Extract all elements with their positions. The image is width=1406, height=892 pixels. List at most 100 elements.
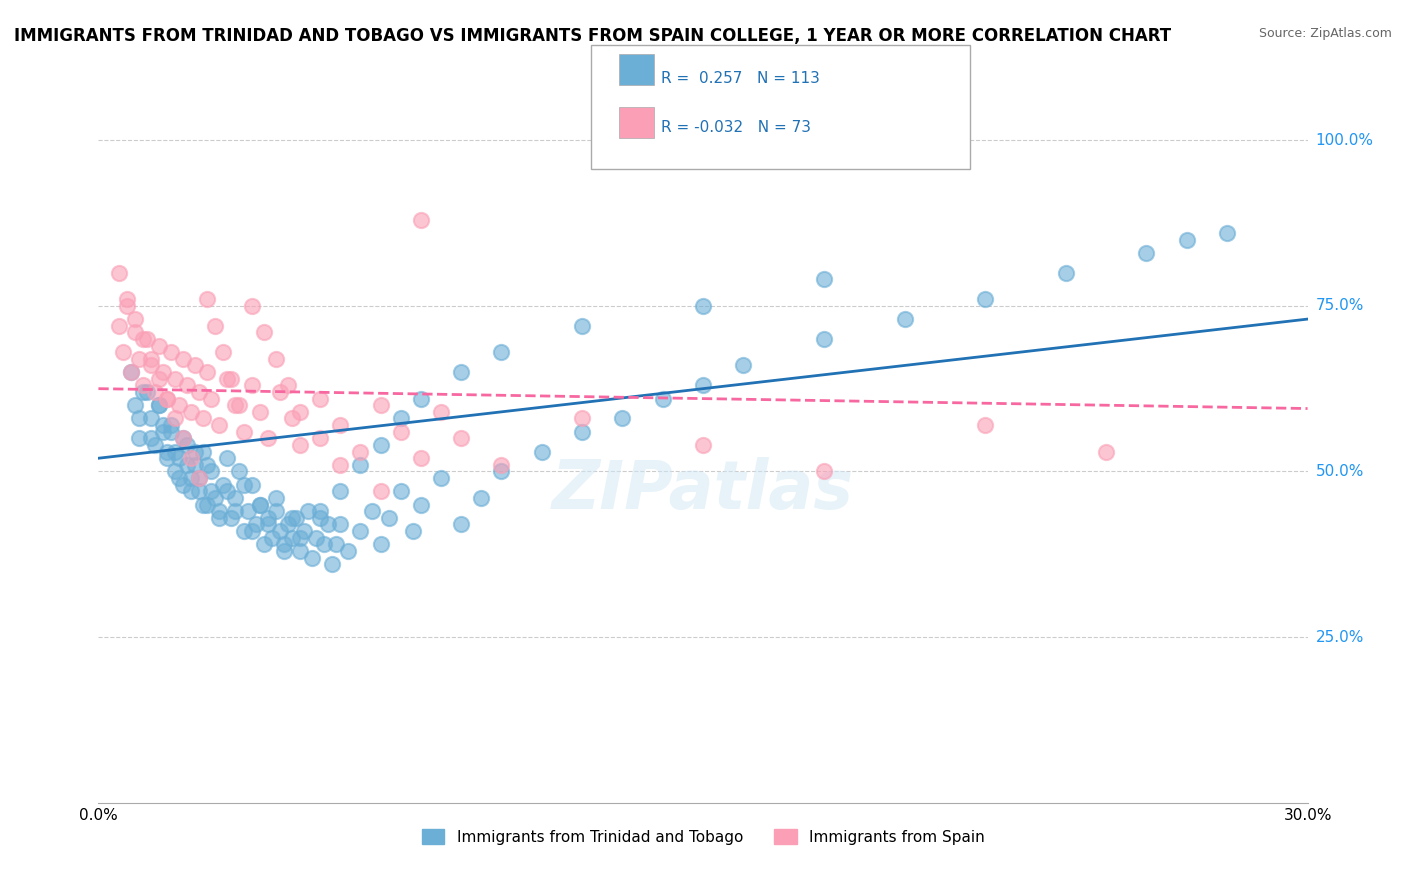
Point xyxy=(172,477,194,491)
Point xyxy=(232,524,254,538)
Point xyxy=(195,365,218,379)
Point xyxy=(409,392,432,406)
Point xyxy=(139,359,162,373)
Point xyxy=(148,398,170,412)
Point xyxy=(305,531,328,545)
Text: 100.0%: 100.0% xyxy=(1316,133,1374,148)
Point xyxy=(128,411,150,425)
Point xyxy=(160,425,183,439)
Text: 25.0%: 25.0% xyxy=(1316,630,1364,645)
Point xyxy=(269,524,291,538)
Point xyxy=(314,537,336,551)
Point xyxy=(240,299,263,313)
Point xyxy=(409,212,432,227)
Point xyxy=(571,411,593,425)
Point xyxy=(139,431,162,445)
Point xyxy=(389,484,412,499)
Point xyxy=(156,392,179,406)
Point xyxy=(228,398,250,412)
Point xyxy=(143,384,166,399)
Point xyxy=(264,351,287,366)
Point xyxy=(288,405,311,419)
Point xyxy=(349,524,371,538)
Point xyxy=(893,312,915,326)
Point xyxy=(143,438,166,452)
Point xyxy=(309,511,332,525)
Point xyxy=(132,384,155,399)
Point xyxy=(329,517,352,532)
Point xyxy=(163,444,186,458)
Point xyxy=(249,405,271,419)
Point xyxy=(450,517,472,532)
Text: IMMIGRANTS FROM TRINIDAD AND TOBAGO VS IMMIGRANTS FROM SPAIN COLLEGE, 1 YEAR OR : IMMIGRANTS FROM TRINIDAD AND TOBAGO VS I… xyxy=(14,27,1171,45)
Point xyxy=(115,292,138,306)
Point xyxy=(370,398,392,412)
Point xyxy=(124,326,146,340)
Point xyxy=(389,411,412,425)
Point xyxy=(200,392,222,406)
Point xyxy=(124,398,146,412)
Point xyxy=(491,465,513,479)
Point xyxy=(212,345,235,359)
Point xyxy=(132,378,155,392)
Point xyxy=(232,425,254,439)
Point xyxy=(163,465,186,479)
Point xyxy=(240,524,263,538)
Point xyxy=(450,431,472,445)
Point xyxy=(107,266,129,280)
Point xyxy=(107,318,129,333)
Point xyxy=(167,451,190,466)
Text: R = -0.032   N = 73: R = -0.032 N = 73 xyxy=(661,120,811,136)
Point xyxy=(180,405,202,419)
Point xyxy=(128,351,150,366)
Point xyxy=(245,517,267,532)
Point xyxy=(430,471,453,485)
Point xyxy=(152,418,174,433)
Point xyxy=(188,471,211,485)
Point xyxy=(309,431,332,445)
Point xyxy=(120,365,142,379)
Text: 75.0%: 75.0% xyxy=(1316,298,1364,313)
Point xyxy=(236,504,259,518)
Point xyxy=(124,312,146,326)
Point xyxy=(135,384,157,399)
Point xyxy=(200,484,222,499)
Point xyxy=(240,378,263,392)
Point xyxy=(692,438,714,452)
Point xyxy=(195,458,218,472)
Point xyxy=(361,504,384,518)
Point xyxy=(256,517,278,532)
Point xyxy=(193,498,215,512)
Point xyxy=(733,359,755,373)
Point xyxy=(160,345,183,359)
Point xyxy=(224,504,246,518)
Point xyxy=(176,378,198,392)
Point xyxy=(409,451,432,466)
Point xyxy=(172,431,194,445)
Point xyxy=(1095,444,1118,458)
Point xyxy=(321,558,343,572)
Point xyxy=(148,398,170,412)
Point xyxy=(273,544,295,558)
Point xyxy=(232,477,254,491)
Point xyxy=(253,537,276,551)
Point xyxy=(292,524,315,538)
Point xyxy=(115,299,138,313)
Point xyxy=(188,484,211,499)
Point xyxy=(329,484,352,499)
Point xyxy=(284,511,307,525)
Point xyxy=(260,531,283,545)
Point xyxy=(180,471,202,485)
Point xyxy=(184,444,207,458)
Point xyxy=(277,378,299,392)
Point xyxy=(253,326,276,340)
Point xyxy=(156,451,179,466)
Point xyxy=(195,292,218,306)
Point xyxy=(813,332,835,346)
Point xyxy=(221,372,243,386)
Point xyxy=(974,418,997,433)
Point xyxy=(132,332,155,346)
Point xyxy=(249,498,271,512)
Point xyxy=(571,425,593,439)
Point xyxy=(349,444,371,458)
